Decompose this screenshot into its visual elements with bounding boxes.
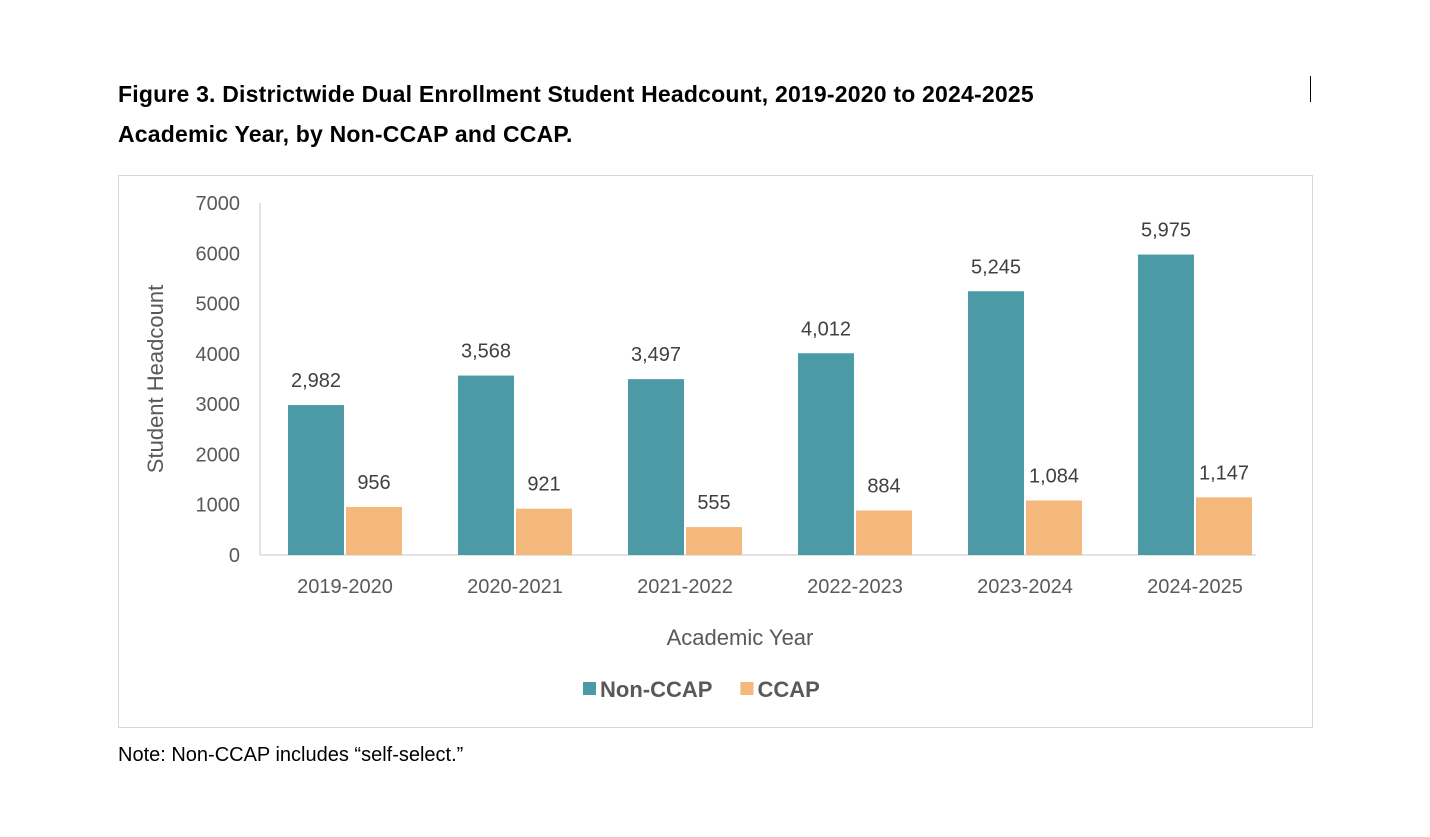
legend-swatch	[583, 682, 596, 695]
bar-ccap	[1196, 497, 1252, 555]
bar-ccap	[346, 506, 402, 555]
chart-note: Note: Non-CCAP includes “self-select.”	[118, 744, 464, 766]
data-label: 921	[527, 474, 560, 496]
y-axis-title: Student Headcount	[143, 285, 168, 473]
bar-ccap	[686, 527, 742, 555]
bar-non-ccap	[288, 405, 344, 555]
data-label: 956	[357, 472, 390, 494]
bar-ccap	[516, 508, 572, 555]
y-tick-label: 6000	[196, 243, 241, 265]
y-tick-label: 0	[229, 545, 240, 567]
data-label: 5,975	[1141, 220, 1191, 242]
data-label: 2,982	[291, 370, 341, 392]
data-label: 4,012	[801, 318, 851, 340]
data-label: 1,147	[1199, 462, 1249, 484]
legend-swatch	[740, 682, 754, 695]
text-cursor	[1310, 76, 1311, 102]
x-tick-label: 2020-2021	[467, 576, 563, 598]
title-line-2: Academic Year, by Non-CCAP and CCAP.	[118, 121, 573, 147]
y-tick-label: 3000	[196, 394, 241, 416]
chart-frame	[118, 175, 1313, 728]
x-tick-label: 2024-2025	[1147, 576, 1243, 598]
title-line-1: Figure 3. Districtwide Dual Enrollment S…	[118, 81, 1034, 107]
x-tick-label: 2022-2023	[807, 576, 903, 598]
y-tick-label: 2000	[196, 444, 241, 466]
legend-label: CCAP	[757, 677, 819, 702]
bar-ccap	[856, 510, 912, 555]
bar-non-ccap	[1138, 254, 1194, 556]
y-tick-label: 5000	[196, 294, 241, 316]
x-tick-label: 2019-2020	[297, 576, 393, 598]
bar-non-ccap	[458, 375, 514, 555]
data-label: 555	[697, 492, 730, 514]
bar-ccap	[1026, 500, 1082, 555]
data-label: 3,497	[631, 344, 681, 366]
data-label: 5,245	[971, 256, 1021, 278]
legend-label: Non-CCAP	[600, 677, 712, 702]
figure-title: Figure 3. Districtwide Dual Enrollment S…	[118, 74, 1034, 154]
data-label: 884	[867, 476, 900, 498]
y-tick-label: 1000	[196, 495, 241, 517]
y-tick-label: 7000	[196, 193, 241, 215]
x-tick-label: 2021-2022	[637, 576, 733, 598]
y-tick-label: 4000	[196, 344, 241, 366]
data-label: 3,568	[461, 341, 511, 363]
bar-non-ccap	[968, 291, 1024, 555]
x-tick-label: 2023-2024	[977, 576, 1073, 598]
bar-non-ccap	[628, 379, 684, 555]
bar-non-ccap	[798, 353, 854, 555]
data-label: 1,084	[1029, 465, 1079, 487]
x-axis-title: Academic Year	[667, 625, 814, 650]
